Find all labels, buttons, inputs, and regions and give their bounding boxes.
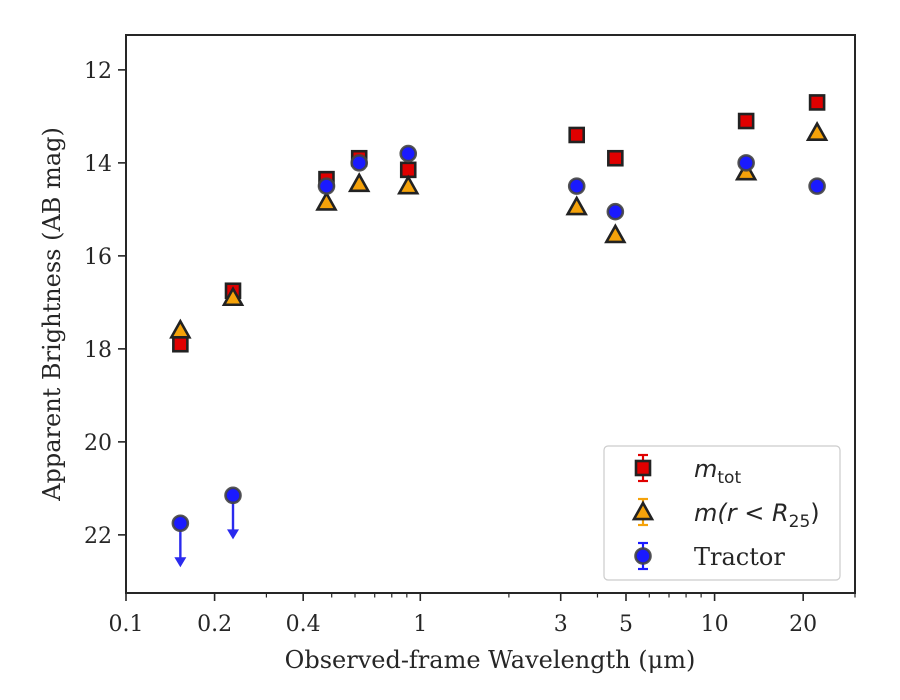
x-tick-label: 1 [413, 612, 427, 637]
data-point [567, 177, 586, 195]
data-point [221, 286, 245, 307]
data-point [607, 149, 624, 167]
data-point [172, 335, 189, 353]
data-point [606, 202, 625, 221]
data-point [737, 112, 755, 130]
series-square [172, 94, 826, 353]
legend: mtot m(r < R25) Tractor [603, 445, 841, 581]
x-tick-label: 5 [619, 612, 633, 637]
y-tick-label: 14 [84, 152, 112, 177]
data-point [808, 94, 826, 111]
y-tick-label: 22 [84, 524, 112, 549]
y-axis: 12 14 16 18 20 22 [84, 59, 126, 549]
data-point [317, 177, 336, 195]
legend-marker [631, 500, 655, 521]
data-point [568, 126, 586, 144]
x-axis-label: Observed-frame Wavelength (μm) [285, 646, 696, 674]
data-point [315, 190, 338, 211]
data-point [399, 144, 418, 163]
x-tick-label: 0.2 [197, 612, 232, 637]
x-tick-label: 20 [789, 612, 817, 637]
y-tick-label: 12 [84, 59, 112, 84]
x-tick-label: 0.4 [286, 612, 321, 637]
x-axis: 0.1 0.2 0.4 1 3 5 10 20 [109, 593, 856, 637]
legend-marker [634, 459, 652, 477]
data-point [350, 154, 368, 172]
y-tick-label: 20 [84, 431, 112, 456]
data-point [171, 514, 190, 533]
data-point [805, 120, 829, 141]
data-point [397, 174, 420, 195]
series-triangle [169, 120, 829, 339]
upper-limit-arrow-head [174, 557, 187, 568]
series-circle [171, 144, 826, 568]
y-tick-label: 16 [84, 245, 112, 270]
plot-frame [125, 34, 856, 594]
y-axis-label: Apparent Brightness (AB mag) [38, 127, 66, 502]
data-point [737, 154, 755, 172]
data-series-layer [169, 94, 829, 568]
legend-marker [634, 547, 652, 565]
legend-box [603, 445, 841, 581]
legend-label: m(r < R25) [694, 499, 820, 532]
data-point [565, 195, 588, 216]
data-point [224, 486, 242, 505]
legend-label: mtot [694, 455, 741, 488]
upper-limit-arrow-head [227, 529, 240, 540]
data-point [604, 223, 627, 244]
data-point [808, 177, 826, 195]
legend-label: Tractor [694, 543, 785, 571]
x-tick-label: 0.1 [109, 612, 144, 637]
x-tick-label: 10 [701, 612, 729, 637]
data-point [347, 172, 371, 193]
data-point [169, 318, 192, 339]
x-tick-label: 3 [554, 612, 568, 637]
y-tick-label: 18 [84, 338, 112, 363]
